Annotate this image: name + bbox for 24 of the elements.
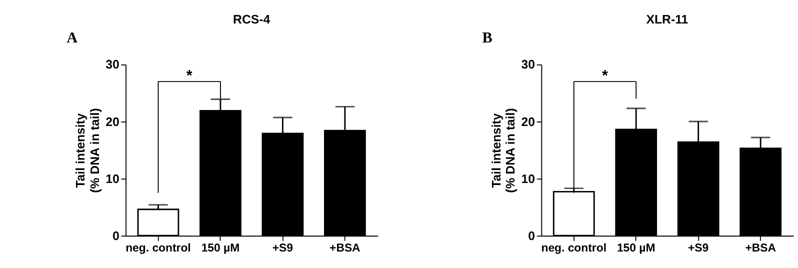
x-tick-label: 150 µM bbox=[201, 242, 240, 254]
annotation: * bbox=[186, 68, 192, 85]
x-tick-label: +BSA bbox=[745, 242, 776, 254]
x-tick-label: 150 µM bbox=[616, 242, 656, 254]
y-tick-label: 0 bbox=[112, 228, 120, 243]
y-tick-label: 20 bbox=[106, 114, 120, 129]
annotation: * bbox=[602, 68, 608, 85]
x-tick-label: neg. control bbox=[541, 242, 607, 254]
y-tick-label: 0 bbox=[528, 228, 536, 243]
chart-title: RCS-4 bbox=[233, 12, 270, 27]
y-tick-label: 10 bbox=[521, 172, 536, 186]
x-tick-label: neg. control bbox=[126, 242, 191, 254]
text: B bbox=[482, 30, 492, 47]
y-tick-label: 10 bbox=[106, 172, 120, 186]
y-tick-label: 20 bbox=[521, 114, 536, 129]
y-tick-label: 30 bbox=[106, 58, 120, 72]
text: A bbox=[66, 30, 78, 47]
y-axis-title: Tail intensity (% DNA in tail) bbox=[74, 108, 102, 193]
x-tick-label: +BSA bbox=[330, 242, 360, 254]
x-tick-label: +S9 bbox=[688, 242, 709, 254]
y-axis-title: Tail intensity (% DNA in tail) bbox=[489, 108, 518, 193]
y-tick-label: 30 bbox=[521, 58, 536, 72]
x-tick-label: +S9 bbox=[272, 242, 294, 254]
chart-title: XLR-11 bbox=[646, 12, 688, 27]
